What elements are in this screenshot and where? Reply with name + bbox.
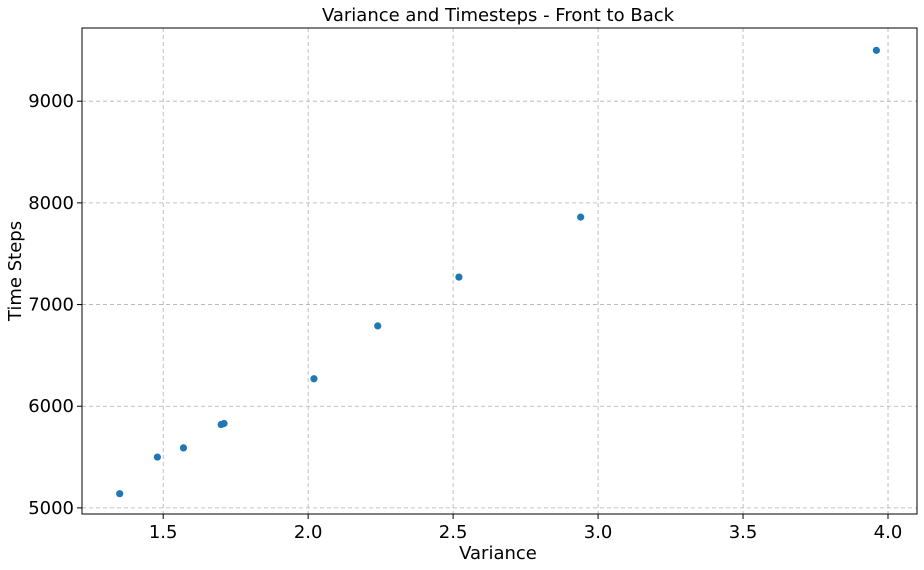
data-point [310, 375, 318, 383]
grid-lines [82, 28, 917, 514]
data-point [455, 273, 463, 281]
data-point [374, 322, 382, 330]
data-point [179, 444, 188, 452]
y-axis-label: Time Steps [5, 221, 26, 322]
x-tick-label: 3.5 [729, 522, 758, 543]
y-axis-ticks: 5000 6000 7000 8000 9000 [28, 91, 82, 519]
y-tick-label: 9000 [28, 91, 74, 112]
x-tick-label: 3.0 [584, 522, 613, 543]
data-point [153, 453, 161, 461]
x-tick-label: 2.0 [294, 522, 323, 543]
y-tick-label: 8000 [28, 193, 74, 214]
x-tick-label: 4.0 [874, 522, 903, 543]
x-tick-label: 1.5 [149, 522, 178, 543]
y-tick-label: 5000 [28, 498, 74, 519]
x-axis-ticks: 1.5 2.0 2.5 3.0 3.5 4.0 [149, 514, 902, 543]
x-tick-label: 2.5 [439, 522, 468, 543]
data-point [872, 46, 881, 54]
y-tick-label: 7000 [28, 295, 74, 316]
data-points [116, 46, 881, 498]
data-point [220, 419, 228, 428]
chart-title: Variance and Timesteps - Front to Back [322, 5, 675, 26]
y-tick-label: 6000 [28, 396, 74, 417]
plot-frame [81, 27, 918, 515]
x-axis-label: Variance [459, 543, 537, 564]
data-point [577, 213, 585, 221]
data-point [116, 490, 124, 498]
